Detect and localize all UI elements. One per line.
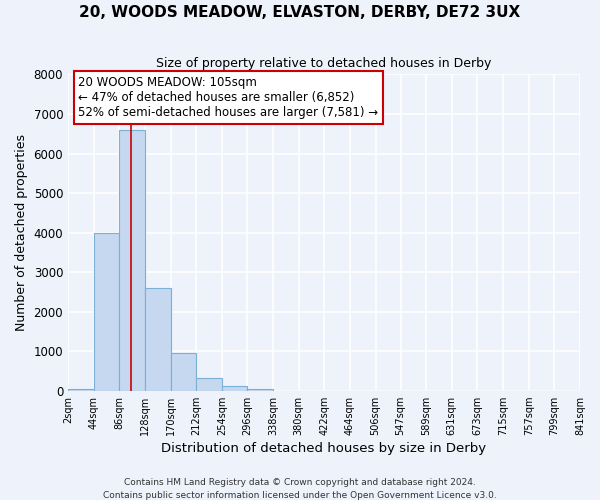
Y-axis label: Number of detached properties: Number of detached properties xyxy=(15,134,28,331)
Bar xyxy=(196,378,222,390)
Bar xyxy=(94,232,119,390)
Text: Contains HM Land Registry data © Crown copyright and database right 2024.
Contai: Contains HM Land Registry data © Crown c… xyxy=(103,478,497,500)
Bar xyxy=(247,388,273,390)
Bar xyxy=(119,130,145,390)
Bar xyxy=(68,388,94,390)
Title: Size of property relative to detached houses in Derby: Size of property relative to detached ho… xyxy=(157,58,492,70)
Bar xyxy=(170,353,196,391)
Text: 20 WOODS MEADOW: 105sqm
← 47% of detached houses are smaller (6,852)
52% of semi: 20 WOODS MEADOW: 105sqm ← 47% of detache… xyxy=(78,76,379,119)
Bar xyxy=(222,386,247,390)
Text: 20, WOODS MEADOW, ELVASTON, DERBY, DE72 3UX: 20, WOODS MEADOW, ELVASTON, DERBY, DE72 … xyxy=(79,5,521,20)
Bar xyxy=(145,288,170,390)
X-axis label: Distribution of detached houses by size in Derby: Distribution of detached houses by size … xyxy=(161,442,487,455)
